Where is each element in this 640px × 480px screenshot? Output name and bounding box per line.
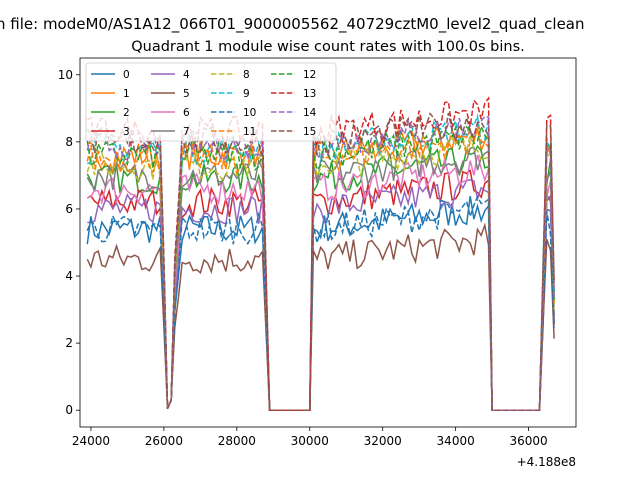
legend-label: 5 bbox=[183, 88, 190, 100]
x-tick-label: 34000 bbox=[437, 434, 475, 448]
legend-label: 10 bbox=[243, 107, 256, 119]
legend-label: 14 bbox=[303, 107, 317, 119]
series-layer bbox=[86, 95, 555, 411]
figure-suptitle: n file: modeM0/AS1A12_066T01_9000005562_… bbox=[0, 15, 585, 34]
series-line-15 bbox=[86, 112, 555, 411]
x-tick-label: 26000 bbox=[145, 434, 183, 448]
series-line-9 bbox=[87, 113, 555, 411]
legend-label: 0 bbox=[123, 69, 130, 81]
series-line-5 bbox=[86, 222, 555, 411]
legend-label: 3 bbox=[123, 126, 130, 138]
legend-label: 7 bbox=[183, 126, 190, 138]
legend-label: 8 bbox=[243, 69, 250, 81]
x-tick-label: 30000 bbox=[291, 434, 329, 448]
legend-box bbox=[85, 62, 337, 142]
y-tick-label: 8 bbox=[65, 135, 73, 149]
y-tick-label: 10 bbox=[58, 68, 73, 82]
legend-label: 1 bbox=[123, 88, 130, 100]
series-line-3 bbox=[86, 168, 555, 411]
axes-frame bbox=[79, 57, 577, 428]
x-axis: 24000 26000 28000 30000 32000 34000 36000 bbox=[72, 427, 548, 448]
y-tick-label: 2 bbox=[65, 336, 73, 350]
x-offset-label: +4.188e8 bbox=[517, 455, 576, 469]
y-tick-label: 0 bbox=[65, 403, 73, 417]
y-tick-label: 6 bbox=[65, 202, 73, 216]
series-line-10 bbox=[86, 195, 555, 411]
legend-label: 15 bbox=[303, 126, 316, 138]
legend-label: 6 bbox=[183, 107, 190, 119]
series-line-1 bbox=[87, 125, 555, 411]
legend-label: 12 bbox=[303, 69, 316, 81]
legend-label: 9 bbox=[243, 88, 250, 100]
chart-title: Quadrant 1 module wise count rates with … bbox=[131, 39, 525, 55]
x-tick-label: 24000 bbox=[72, 434, 110, 448]
legend-label: 4 bbox=[183, 69, 190, 81]
legend-label: 2 bbox=[123, 107, 130, 119]
series-line-11 bbox=[86, 125, 555, 411]
y-tick-label: 4 bbox=[65, 269, 73, 283]
x-tick-label: 36000 bbox=[509, 434, 547, 448]
legend-label: 13 bbox=[303, 88, 316, 100]
legend-label: 11 bbox=[243, 126, 256, 138]
x-tick-label: 28000 bbox=[218, 434, 256, 448]
x-tick-label: 32000 bbox=[364, 434, 402, 448]
y-axis: 0 2 4 6 8 10 bbox=[58, 68, 80, 417]
